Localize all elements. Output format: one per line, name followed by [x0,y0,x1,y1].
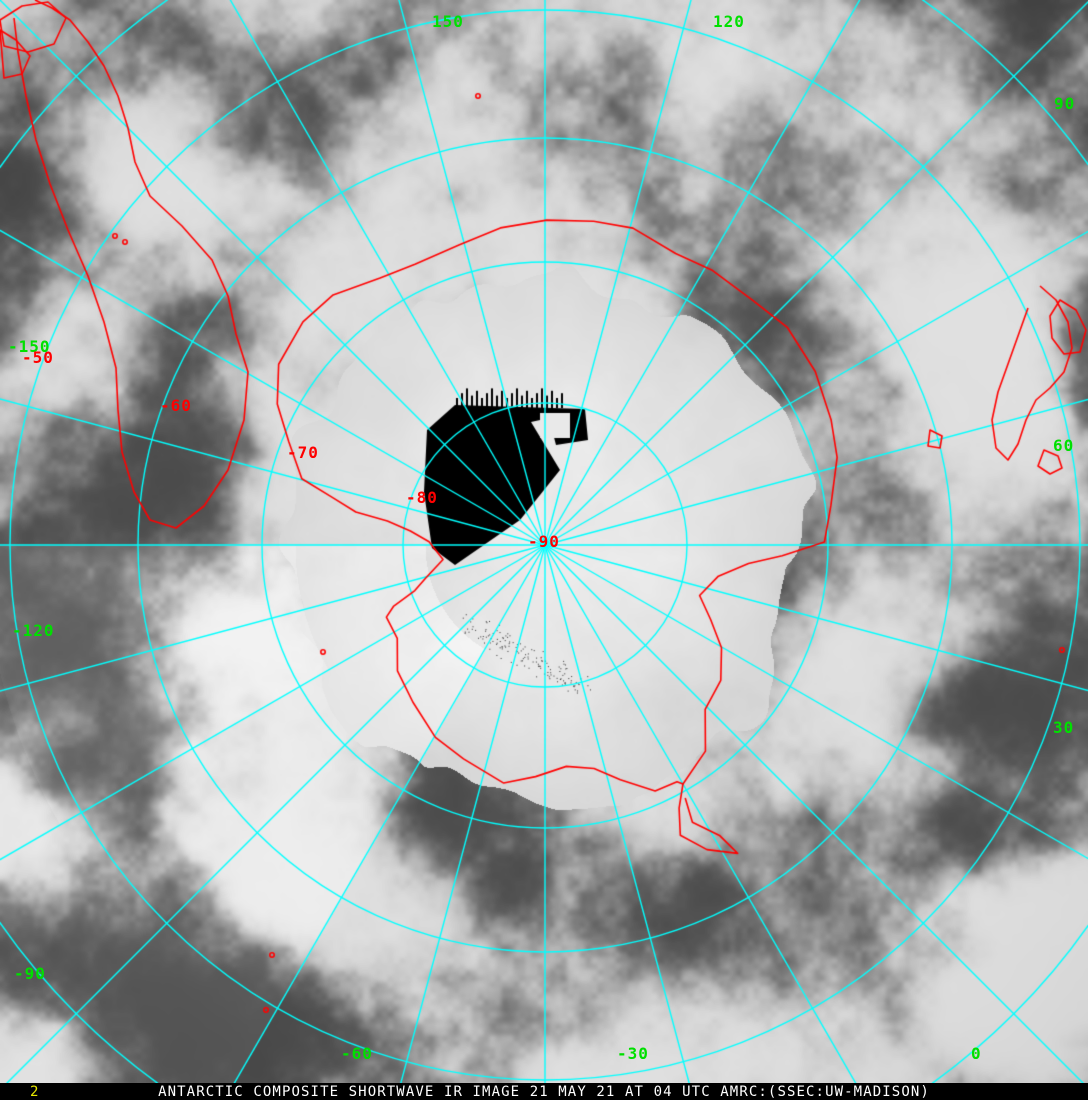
latitude-label: -60 [160,396,192,415]
longitude-label: -30 [617,1044,649,1063]
longitude-label: 90 [1054,94,1076,113]
longitude-label: -120 [12,621,55,640]
longitude-label: 120 [713,12,745,31]
caption-index: 2 [30,1084,39,1100]
longitude-label: 150 [432,12,464,31]
latitude-label: -70 [287,443,319,462]
longitude-label: 30 [1053,718,1075,737]
longitude-label: -150 [8,337,51,356]
longitude-label: -90 [14,964,46,983]
latitude-label: -50 [22,348,54,367]
latitude-label: -80 [406,488,438,507]
latitude-label: -90 [528,532,560,551]
longitude-label: 0 [971,1044,982,1063]
longitude-label: -60 [341,1044,373,1063]
longitude-label: 60 [1053,436,1075,455]
caption-text: ANTARCTIC COMPOSITE SHORTWAVE IR IMAGE 2… [158,1084,930,1100]
caption-bar [0,1083,1088,1100]
